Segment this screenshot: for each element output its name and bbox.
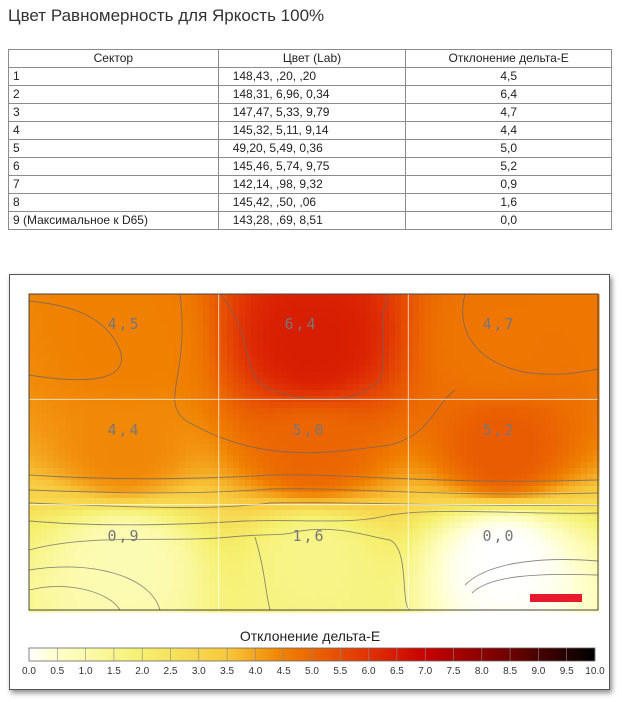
table-row: 9 (Максимальное к D65) 143,28, ,69, 8,51 0… — [8, 211, 612, 230]
contour-line — [28, 566, 161, 611]
cell-sector: 5 — [8, 139, 219, 158]
cell-color-lab: 142,14, ,98, 9,32 — [217, 175, 407, 194]
cell-delta-e: 0,0 — [405, 211, 612, 230]
reference-marker — [530, 594, 582, 602]
uniformity-chart-frame: 4,5 6,4 4,7 4,4 5,0 5,2 0,9 1,6 0,0 Отклонение де… — [9, 274, 610, 690]
contour-line — [28, 488, 599, 495]
colorbar-tick-label: 9.5 — [560, 666, 574, 677]
cell-color-lab: 49,20, 5,49, 0,36 — [217, 139, 407, 158]
table-row: 8 145,42, ,50, ,06 1,6 — [8, 193, 612, 212]
cell-color-lab: 147,47, 5,33, 9,79 — [217, 103, 407, 122]
cell-color-lab: 145,46, 5,74, 9,75 — [217, 157, 407, 176]
table-row: 3 147,47, 5,33, 9,79 4,7 — [8, 103, 612, 122]
cell-color-lab: 148,31, 6,96, 0,34 — [217, 85, 407, 104]
contour-line — [28, 510, 599, 526]
heatmap-field — [29, 294, 600, 613]
uniformity-chart: 4,5 6,4 4,7 4,4 5,0 5,2 0,9 1,6 0,0 Отклонение де… — [22, 293, 605, 677]
contour-line — [28, 300, 122, 381]
contour-line — [174, 293, 456, 454]
colorbar-tick-label: 3.0 — [192, 666, 206, 677]
cell-sector: 1 — [8, 67, 219, 86]
cell-value-label: 4,7 — [482, 315, 515, 333]
cell-value-label: 1,6 — [292, 527, 325, 545]
contour-line — [28, 528, 411, 611]
colorbar-title: Отклонение дельта-E — [240, 628, 380, 644]
colorbar-tick-label: 3.5 — [220, 666, 234, 677]
cell-sector: 3 — [8, 103, 219, 122]
colorbar-tick-label: 4.5 — [277, 666, 291, 677]
contour-line — [471, 573, 599, 594]
colorbar-tick-label: 2.0 — [135, 666, 149, 677]
cell-color-lab: 145,32, 5,11, 9,14 — [217, 121, 407, 140]
colorbar-tick-label: 7.5 — [447, 666, 461, 677]
colorbar-tick-label: 5.5 — [333, 666, 347, 677]
cell-value-label: 6,4 — [284, 315, 317, 333]
cell-value-label: 5,0 — [292, 421, 325, 439]
colorbar-tick-label: 0.0 — [22, 666, 36, 677]
cell-value-label: 0,0 — [482, 527, 515, 545]
contour-line — [462, 293, 599, 375]
cell-color-lab: 148,43, ,20, ,20 — [217, 67, 407, 86]
cell-delta-e: 4,4 — [405, 121, 612, 140]
contour-line — [28, 474, 599, 482]
table-header-row: Сектор Цвет (Lab) Отклонение дельта-E — [8, 49, 612, 68]
cell-delta-e: 0,9 — [405, 175, 612, 194]
colorbar-tick-label: 9.0 — [531, 666, 545, 677]
cell-sector: 2 — [8, 85, 219, 104]
cell-delta-e: 4,5 — [405, 67, 612, 86]
cell-sector: 4 — [8, 121, 219, 140]
table-row: 6 145,46, 5,74, 9,75 5,2 — [8, 157, 612, 176]
table-row: 5 49,20, 5,49, 0,36 5,0 — [8, 139, 612, 158]
table-row: 7 142,14, ,98, 9,32 0,9 — [8, 175, 612, 194]
column-header-delta-e: Отклонение дельта-E — [405, 49, 612, 68]
colorbar-tick-label: 7.0 — [418, 666, 432, 677]
table-row: 2 148,31, 6,96, 0,34 6,4 — [8, 85, 612, 104]
cell-sector: 6 — [8, 157, 219, 176]
cell-value-label: 4,5 — [107, 315, 140, 333]
plot-border — [28, 293, 599, 611]
cell-value-label: 0,9 — [107, 527, 140, 545]
cell-sector: 9 (Максимальное к D65) — [8, 211, 219, 230]
colorbar-tick-label: 6.5 — [390, 666, 404, 677]
cell-sector: 8 — [8, 193, 219, 212]
colorbar-tick-label: 8.5 — [503, 666, 517, 677]
contour-line — [28, 586, 121, 611]
colorbar-tick-label: 1.5 — [107, 666, 121, 677]
cell-sector: 7 — [8, 175, 219, 194]
cell-value-label: 4,4 — [107, 421, 140, 439]
cell-delta-e: 1,6 — [405, 193, 612, 212]
colorbar-tick-label: 0.5 — [50, 666, 64, 677]
colorbar-tick-label: 1.0 — [79, 666, 93, 677]
cell-delta-e: 5,2 — [405, 157, 612, 176]
colorbar-tick-label: 10.0 — [585, 666, 605, 677]
cell-color-lab: 145,42, ,50, ,06 — [217, 193, 407, 212]
colorbar-tick-label: 8.0 — [475, 666, 489, 677]
cell-delta-e: 6,4 — [405, 85, 612, 104]
table-row: 1 148,43, ,20, ,20 4,5 — [8, 67, 612, 86]
page-title: Цвет Равномерность для Яркость 100% — [8, 6, 325, 25]
colorbar-tick-label: 6.0 — [362, 666, 376, 677]
cell-delta-e: 4,7 — [405, 103, 612, 122]
cell-color-lab: 143,28, ,69, 8,51 — [217, 211, 407, 230]
colorbar-tick-label: 2.5 — [164, 666, 178, 677]
contour-line — [464, 559, 599, 586]
contour-line — [254, 536, 271, 611]
table-row: 4 145,32, 5,11, 9,14 4,4 — [8, 121, 612, 140]
cell-delta-e: 5,0 — [405, 139, 612, 158]
column-header-color-lab: Цвет (Lab) — [217, 49, 407, 68]
column-header-sector: Сектор — [8, 49, 219, 68]
sector-grid — [29, 294, 598, 610]
cell-value-label: 5,2 — [482, 421, 515, 439]
colorbar-tick-label: 5.0 — [305, 666, 319, 677]
colorbar-tick-label: 4.0 — [248, 666, 262, 677]
